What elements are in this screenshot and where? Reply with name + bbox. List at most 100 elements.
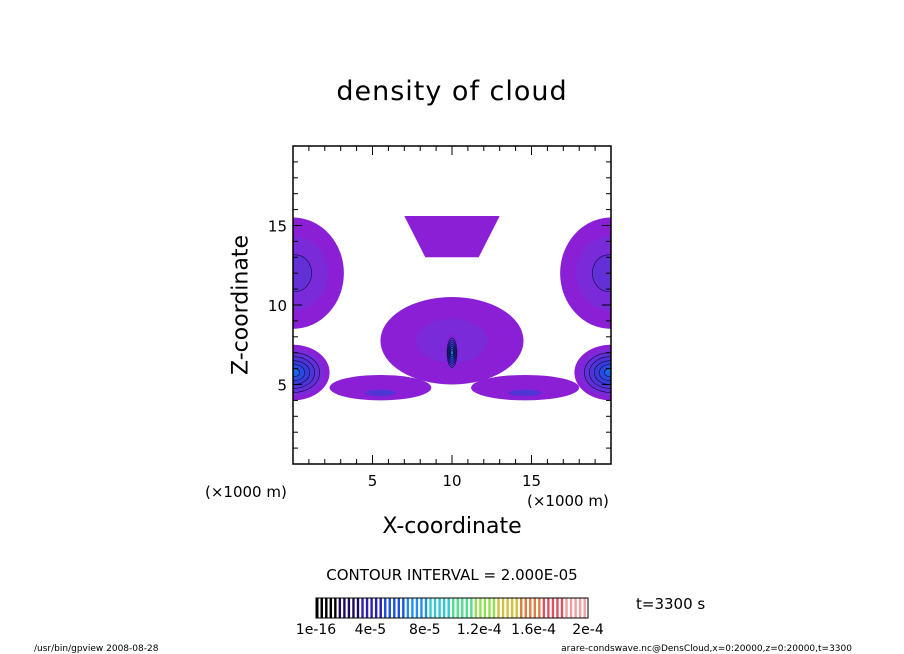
colorbar-gap xyxy=(490,598,493,618)
colorbar-gap xyxy=(545,598,548,618)
colorbar-gap xyxy=(391,598,394,618)
colorbar-gap xyxy=(431,598,434,618)
colorbar-swatch xyxy=(356,598,360,618)
colorbar-gap xyxy=(527,598,530,618)
y-tick-label: 15 xyxy=(268,218,287,236)
colorbar-swatch xyxy=(515,598,518,618)
colorbar-gap xyxy=(377,598,380,618)
colorbar-swatch xyxy=(415,598,419,618)
x-axis-label: X-coordinate xyxy=(382,514,522,539)
colorbar-swatch xyxy=(316,598,319,618)
colorbar-gap xyxy=(513,598,516,618)
colorbar-gap xyxy=(581,598,584,618)
colorbar-swatch xyxy=(551,598,555,618)
colorbar-swatch xyxy=(320,598,324,618)
colorbar-swatch xyxy=(343,598,346,618)
colorbar-swatch xyxy=(452,598,455,618)
colorbar-swatch xyxy=(361,598,364,618)
x-unit-label-right: (×1000 m) xyxy=(527,492,609,510)
contour-fill xyxy=(365,389,396,396)
footer-right: arare-condswave.nc@DensCloud,x=0:20000,z… xyxy=(561,644,852,654)
colorbar-swatch xyxy=(474,598,478,618)
colorbar-tick-label: 1.6e-4 xyxy=(511,622,556,638)
colorbar-gap xyxy=(572,598,575,618)
contour-fill xyxy=(404,215,500,258)
colorbar-swatch xyxy=(483,598,487,618)
colorbar-swatch xyxy=(538,598,541,618)
colorbar-gap xyxy=(350,598,353,618)
contour-region-right-edge-upper xyxy=(560,217,611,329)
colorbar-gap xyxy=(468,598,471,618)
colorbar-swatch xyxy=(420,598,423,618)
colorbar-swatch xyxy=(433,598,437,618)
colorbar-gap xyxy=(327,598,330,618)
colorbar-gap xyxy=(481,598,484,618)
colorbar-gap xyxy=(386,598,389,618)
colorbar-gap xyxy=(554,598,557,618)
contour-fill xyxy=(329,374,432,401)
colorbar-swatch xyxy=(488,598,491,618)
colorbar-gap xyxy=(381,598,384,618)
contour-fill xyxy=(592,254,611,293)
colorbar-swatch xyxy=(520,598,523,618)
colorbar-gap xyxy=(400,598,403,618)
footer-left: /usr/bin/gpview 2008-08-28 xyxy=(34,644,159,654)
colorbar-swatch xyxy=(497,598,500,618)
colorbar-gap xyxy=(454,598,457,618)
colorbar-gap xyxy=(395,598,398,618)
colorbar-swatch xyxy=(524,598,528,618)
colorbar-gap xyxy=(372,598,375,618)
colorbar-swatch xyxy=(510,598,514,618)
colorbar-gap xyxy=(563,598,566,618)
colorbar-swatch xyxy=(424,598,428,618)
colorbar-gap xyxy=(549,598,552,618)
colorbar-swatch xyxy=(438,598,441,618)
colorbar-swatch xyxy=(379,598,382,618)
colorbar-swatch xyxy=(334,598,337,618)
colorbar-gap xyxy=(472,598,475,618)
colorbar-gap xyxy=(332,598,335,618)
colorbar-swatch xyxy=(556,598,559,618)
colorbar-swatch xyxy=(411,598,414,618)
colorbar-gap xyxy=(567,598,570,618)
colorbar-gap xyxy=(517,598,520,618)
colorbar-gap xyxy=(499,598,502,618)
colorbar-swatch xyxy=(465,598,469,618)
colorbar-gap xyxy=(531,598,534,618)
colorbar-swatch xyxy=(565,598,568,618)
colorbar-swatch xyxy=(388,598,392,618)
contour-region-left-edge-upper xyxy=(293,217,344,329)
colorbar-gap xyxy=(318,598,321,618)
colorbar-gap xyxy=(413,598,416,618)
x-tick-label: 15 xyxy=(522,472,541,490)
colorbar-gap xyxy=(341,598,344,618)
colorbar-swatch xyxy=(529,598,532,618)
contour-fill xyxy=(508,389,542,396)
colorbar-swatch xyxy=(578,598,582,618)
x-tick-label: 10 xyxy=(442,472,461,490)
colorbar-swatch xyxy=(479,598,482,618)
colorbar-swatch xyxy=(338,598,342,618)
colorbar-swatch xyxy=(370,598,373,618)
colorbar-gap xyxy=(477,598,480,618)
colorbar-gap xyxy=(522,598,525,618)
contour-region-central-core xyxy=(445,333,459,372)
colorbar-gap xyxy=(504,598,507,618)
colorbar-swatch xyxy=(374,598,378,618)
colorbar-gap xyxy=(445,598,448,618)
colorbar-swatch xyxy=(569,598,573,618)
colorbar-swatch xyxy=(560,598,564,618)
contour-fill xyxy=(293,368,301,377)
colorbar-swatch xyxy=(397,598,401,618)
colorbar-swatch xyxy=(506,598,509,618)
colorbar-gap xyxy=(463,598,466,618)
colorbar-swatch xyxy=(347,598,351,618)
colorbar-tick-label: 2e-4 xyxy=(572,622,604,638)
colorbar-swatch xyxy=(402,598,405,618)
colorbar-gap xyxy=(323,598,326,618)
colorbar-swatch xyxy=(583,598,586,618)
colorbar-swatch xyxy=(325,598,328,618)
colorbar-swatch xyxy=(406,598,410,618)
colorbar-gap xyxy=(508,598,511,618)
colorbar-gap xyxy=(409,598,412,618)
